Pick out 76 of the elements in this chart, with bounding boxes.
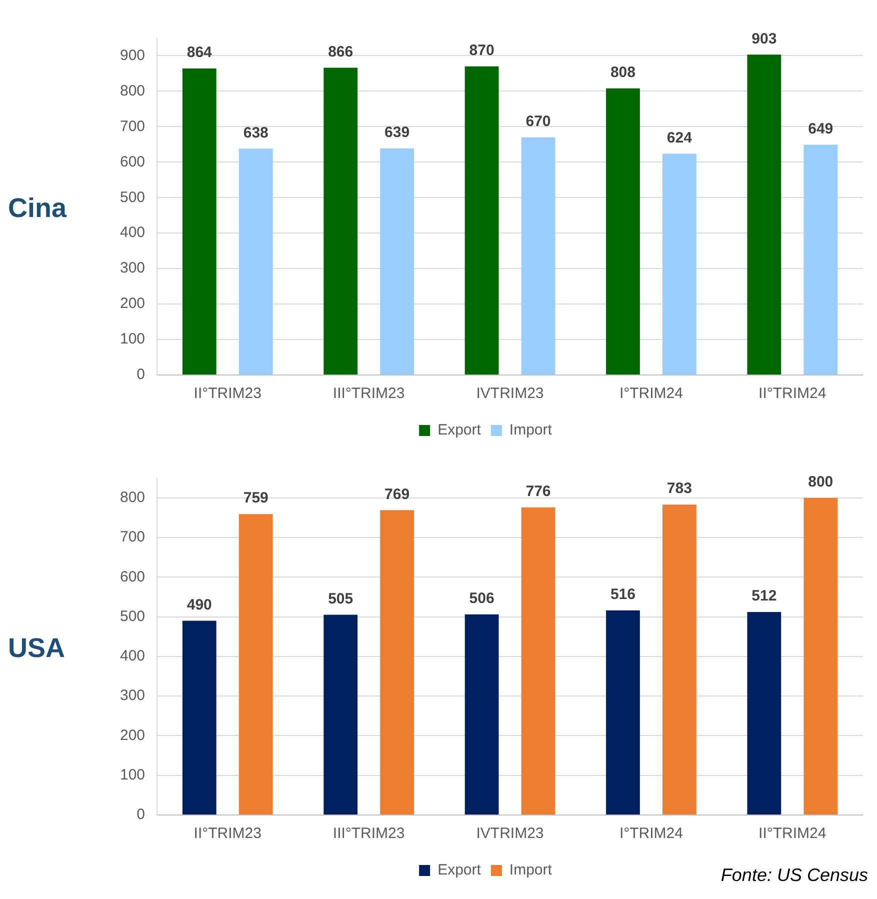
data-label: 639	[384, 124, 410, 141]
legend-label: Import	[509, 422, 553, 439]
data-label: 769	[384, 486, 410, 503]
y-tick-label: 300	[120, 687, 146, 704]
data-label: 864	[186, 44, 213, 62]
y-tick-label: 500	[120, 188, 146, 206]
bar	[747, 612, 782, 814]
data-label: 759	[243, 490, 268, 507]
bar	[521, 137, 556, 374]
y-tick-label: 300	[120, 260, 146, 277]
x-tick-label: IVTRIM23	[476, 825, 544, 842]
x-tick-label: I°TRIM24	[619, 825, 683, 842]
y-tick-label: 500	[120, 608, 146, 625]
x-tick-label: II°TRIM24	[758, 825, 826, 842]
bar	[182, 620, 216, 814]
x-tick-label: I°TRIM24	[619, 385, 683, 402]
y-tick-label: 100	[120, 330, 146, 348]
data-label: 808	[610, 64, 636, 82]
x-tick-label: II°TRIM23	[194, 825, 262, 842]
data-label: 670	[526, 112, 551, 130]
text: USA	[8, 632, 66, 664]
data-label: 903	[752, 30, 777, 48]
y-tick-label: 0	[136, 366, 146, 384]
data-label: 505	[328, 590, 354, 608]
x-tick-label: III°TRIM23	[332, 385, 405, 402]
data-label: 516	[610, 586, 636, 604]
bar	[380, 148, 414, 374]
bar	[324, 614, 358, 814]
data-label: 776	[526, 482, 551, 500]
data-label: 624	[666, 129, 693, 146]
bar	[662, 504, 696, 814]
bar	[662, 154, 696, 374]
y-tick-label: 400	[120, 648, 146, 665]
bar	[238, 148, 273, 374]
bar	[464, 66, 499, 374]
bar	[747, 54, 782, 374]
y-tick-label: 100	[120, 766, 146, 784]
data-label: 800	[808, 473, 834, 490]
y-tick-label: 600	[120, 153, 146, 170]
data-label: 649	[808, 120, 834, 138]
legend-label: Import	[509, 862, 553, 879]
bar	[380, 510, 414, 814]
data-label: 783	[666, 480, 692, 498]
y-tick-label: 0	[136, 806, 146, 824]
x-tick-label: IVTRIM23	[476, 385, 544, 402]
bar	[521, 507, 556, 814]
y-tick-label: 800	[120, 488, 146, 506]
x-tick-label: III°TRIM23	[332, 825, 405, 842]
data-label: 638	[243, 124, 268, 142]
data-label: 512	[752, 588, 777, 605]
y-tick-label: 200	[120, 726, 146, 744]
source-note: Fonte: US Census	[720, 865, 868, 886]
data-label: 866	[328, 43, 354, 60]
bar	[606, 88, 640, 374]
y-tick-label: 800	[120, 82, 146, 100]
x-tick-label: II°TRIM24	[758, 385, 826, 402]
y-tick-label: 400	[120, 224, 146, 242]
data-label: 506	[469, 590, 494, 608]
legend-label: Export	[438, 422, 482, 439]
y-tick-label: 700	[120, 528, 146, 546]
bar	[324, 68, 358, 374]
text: Cina	[8, 192, 68, 224]
bar	[606, 610, 640, 814]
bar	[182, 68, 216, 374]
x-tick-label: II°TRIM23	[194, 385, 262, 402]
bar	[804, 498, 838, 814]
legend-label: Export	[438, 862, 482, 879]
data-label: 870	[469, 42, 494, 60]
data-label: 490	[186, 596, 212, 614]
y-tick-label: 600	[120, 568, 146, 586]
y-tick-label: 700	[120, 118, 146, 135]
bar	[238, 514, 273, 814]
y-tick-label: 200	[120, 295, 146, 312]
y-tick-label: 900	[120, 46, 146, 64]
bar	[464, 614, 499, 814]
bar	[804, 144, 838, 374]
